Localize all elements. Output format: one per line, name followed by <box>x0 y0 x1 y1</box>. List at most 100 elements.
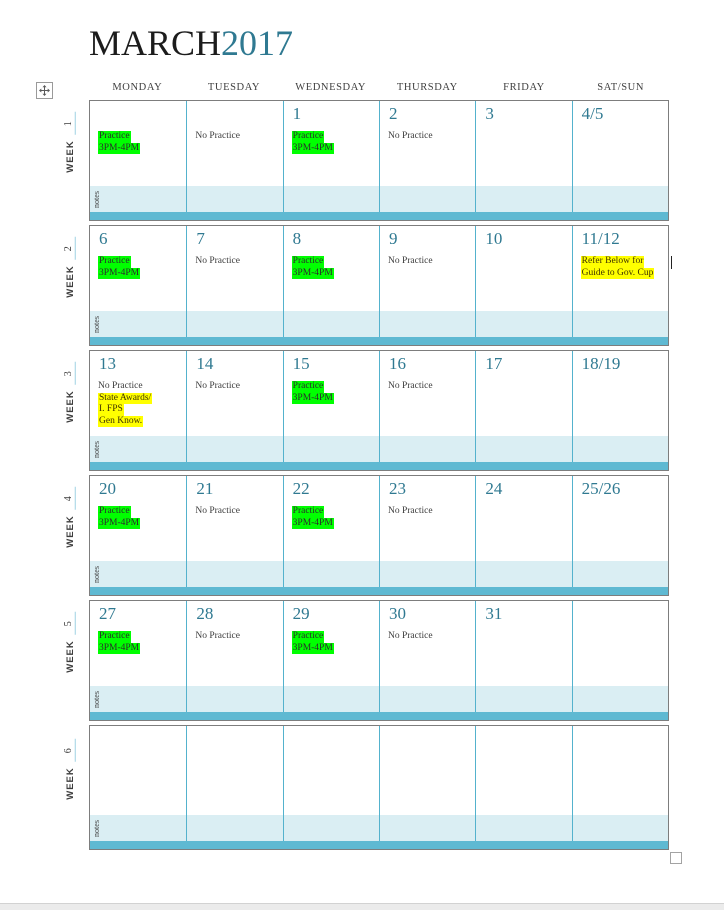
notes-cell[interactable] <box>282 561 379 587</box>
day-cell[interactable]: 24 <box>475 476 572 561</box>
date-number: 23 <box>389 479 406 498</box>
day-cell[interactable]: 9 No Practice <box>379 226 476 311</box>
notes-cell[interactable]: notes <box>90 815 187 841</box>
notes-cell[interactable] <box>475 311 572 337</box>
week-bottom-bar <box>90 712 668 720</box>
header-satsun: SAT/SUN <box>597 82 645 93</box>
day-cell[interactable]: 6 Practice 3PM-4PM <box>90 226 187 311</box>
notes-cell[interactable] <box>282 186 379 212</box>
notes-cell[interactable] <box>186 311 283 337</box>
week-bottom-bar <box>90 212 668 220</box>
notes-cell[interactable] <box>571 815 668 841</box>
week-word: WEEK <box>64 140 76 173</box>
day-cell[interactable] <box>475 726 572 815</box>
notes-cell[interactable]: notes <box>90 186 187 212</box>
notes-cell[interactable] <box>379 186 476 212</box>
day-cell[interactable]: 25/26 <box>571 476 668 561</box>
event-line: Refer Below for <box>580 256 645 268</box>
day-cell[interactable]: 27 Practice 3PM-4PM <box>90 601 187 686</box>
date-number: 31 <box>485 604 503 623</box>
notes-cell[interactable]: notes <box>90 686 187 712</box>
day-cell[interactable] <box>571 726 668 815</box>
day-cell[interactable]: 20 Practice 3PM-4PM <box>90 476 187 561</box>
day-cell[interactable]: 15 Practice 3PM-4PM <box>282 351 379 436</box>
day-cell[interactable] <box>571 601 668 686</box>
day-cell[interactable]: 28 No Practice <box>186 601 283 686</box>
notes-cell[interactable] <box>379 311 476 337</box>
day-cell[interactable]: 22 Practice 3PM-4PM <box>282 476 379 561</box>
notes-cell[interactable] <box>571 686 668 712</box>
day-cell[interactable]: 3 <box>475 101 572 186</box>
notes-cell[interactable] <box>186 436 283 462</box>
notes-cell[interactable] <box>186 815 283 841</box>
notes-cell[interactable]: notes <box>90 436 187 462</box>
notes-cell[interactable] <box>475 686 572 712</box>
week-row-2: WEEK 2 6 Practice 3PM-4PM 7 <box>62 225 669 346</box>
notes-cell[interactable] <box>186 186 283 212</box>
notes-cell[interactable]: notes <box>90 561 187 587</box>
day-cell[interactable]: 11/12 Refer Below for Guide to Gov. Cup <box>571 226 668 311</box>
day-cell[interactable]: 30 No Practice <box>379 601 476 686</box>
week-label-rotated: WEEK 2 <box>62 237 76 298</box>
notes-cell[interactable] <box>379 561 476 587</box>
day-cell[interactable]: 8 Practice 3PM-4PM <box>282 226 379 311</box>
day-cell[interactable]: 7 No Practice <box>186 226 283 311</box>
highlighted-event: Practice 3PM-4PM <box>291 131 379 154</box>
day-cell[interactable]: 4/5 <box>571 101 668 186</box>
date-number: 10 <box>485 229 503 248</box>
notes-cell[interactable] <box>475 561 572 587</box>
notes-cell[interactable] <box>379 436 476 462</box>
day-cell[interactable]: 16 No Practice <box>379 351 476 436</box>
day-cell[interactable]: 2 No Practice <box>379 101 476 186</box>
day-cell[interactable] <box>282 726 379 815</box>
day-cell[interactable]: 10 <box>475 226 572 311</box>
table-move-handle[interactable] <box>36 82 53 99</box>
notes-cell[interactable] <box>475 436 572 462</box>
day-cell[interactable] <box>379 726 476 815</box>
day-cell[interactable]: 23 No Practice <box>379 476 476 561</box>
notes-cell[interactable] <box>475 815 572 841</box>
day-cell[interactable]: 31 <box>475 601 572 686</box>
day-cell[interactable]: 18/19 <box>571 351 668 436</box>
day-cell[interactable]: 29 Practice 3PM-4PM <box>282 601 379 686</box>
notes-cell[interactable] <box>571 311 668 337</box>
day-cell[interactable]: 14 No Practice <box>186 351 283 436</box>
highlighted-event: Practice 3PM-4PM <box>291 506 379 529</box>
day-note: No Practice <box>388 506 433 516</box>
event-line: 3PM-4PM <box>98 517 141 529</box>
event-line: 3PM-4PM <box>291 267 334 279</box>
notes-cell[interactable] <box>571 561 668 587</box>
notes-cell[interactable] <box>186 686 283 712</box>
notes-cell[interactable] <box>282 686 379 712</box>
notes-cell[interactable] <box>571 186 668 212</box>
notes-cell[interactable] <box>282 436 379 462</box>
day-cell[interactable] <box>186 726 283 815</box>
notes-cell[interactable] <box>379 815 476 841</box>
week-label: WEEK 4 <box>52 475 86 560</box>
notes-cell[interactable] <box>475 186 572 212</box>
notes-cell[interactable] <box>571 436 668 462</box>
table-resize-handle[interactable] <box>670 852 682 864</box>
day-cell[interactable] <box>90 726 187 815</box>
day-cell[interactable]: 17 <box>475 351 572 436</box>
day-cell[interactable]: 21 No Practice <box>186 476 283 561</box>
notes-cell[interactable]: notes <box>90 311 187 337</box>
notes-cell[interactable] <box>379 686 476 712</box>
title-month: MARCH <box>89 23 222 63</box>
day-cell[interactable]: 13 No Practice State Awards/ I. FPS Gen … <box>90 351 187 436</box>
week-label: WEEK 6 <box>52 725 86 814</box>
highlighted-event: State Awards/ I. FPS Gen Know. <box>98 392 186 427</box>
date-number: 25/26 <box>581 479 621 498</box>
notes-cell[interactable] <box>186 561 283 587</box>
date-number: 7 <box>196 229 205 248</box>
day-cell[interactable]: Practice 3PM-4PM <box>90 101 187 186</box>
notes-cell[interactable] <box>282 311 379 337</box>
date-number: 30 <box>389 604 406 623</box>
header-thursday: THURSDAY <box>396 82 458 93</box>
day-note: No Practice <box>98 381 143 391</box>
day-cell[interactable]: No Practice <box>186 101 283 186</box>
week-number: 2 <box>62 246 74 252</box>
day-cell[interactable]: 1 Practice 3PM-4PM <box>282 101 379 186</box>
week-label-rotated: WEEK 6 <box>62 739 76 800</box>
notes-cell[interactable] <box>282 815 379 841</box>
